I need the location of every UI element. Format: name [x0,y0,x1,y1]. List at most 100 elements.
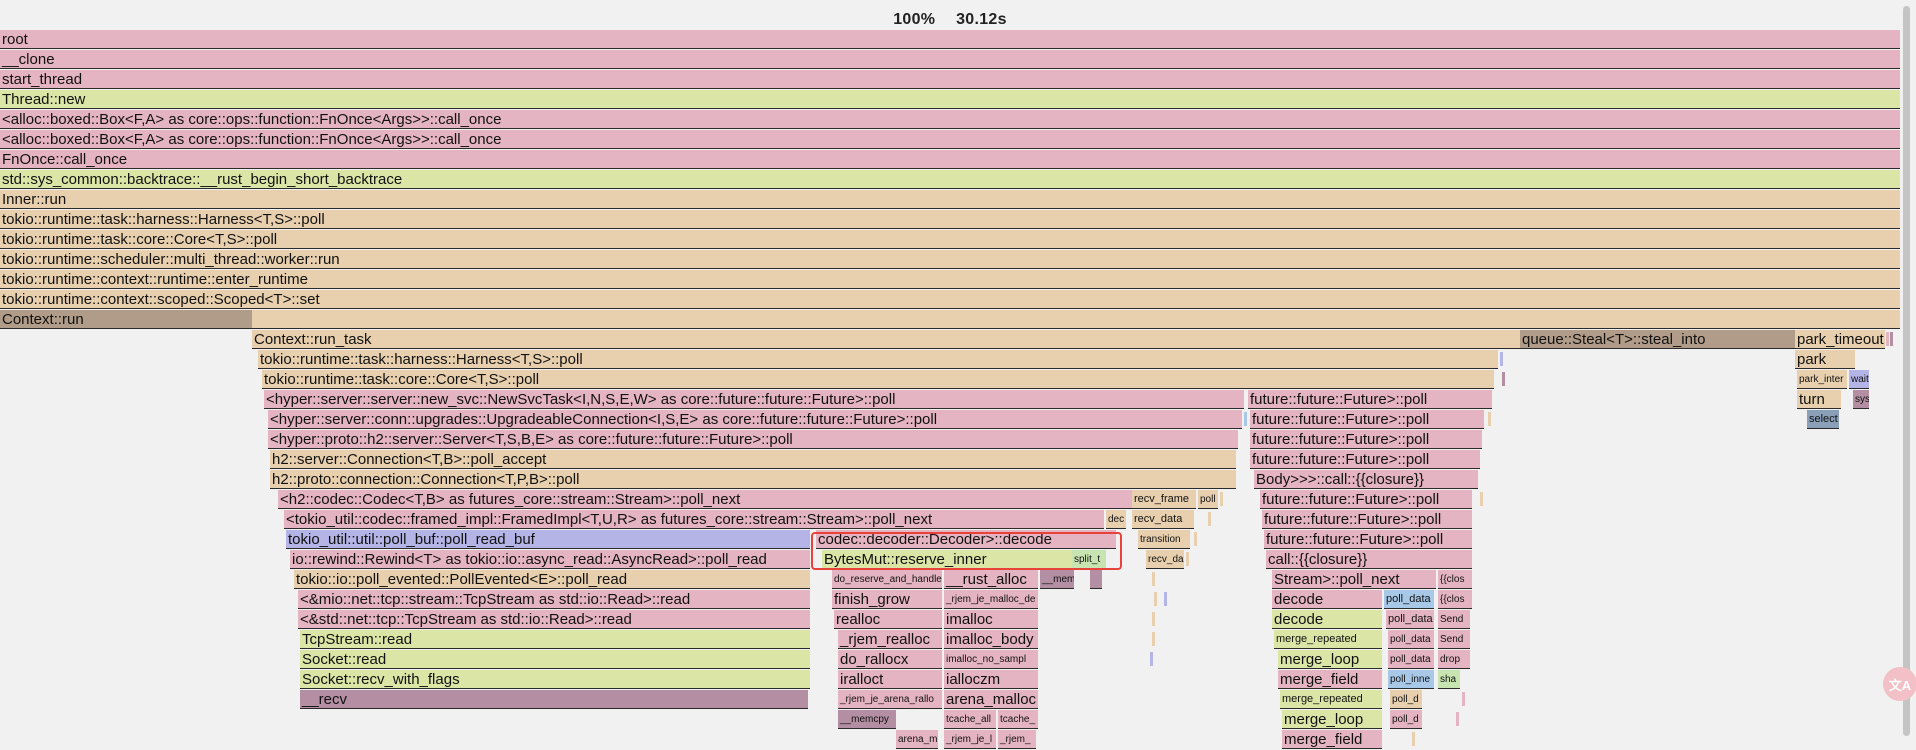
flame-frame[interactable]: tokio::runtime::task::harness::Harness<T… [258,350,1498,369]
flame-frame[interactable]: future::future::Future>::poll [1264,530,1472,549]
flame-frame[interactable]: do_rallocx [838,650,942,669]
flame-frame[interactable]: poll_data [1384,590,1434,609]
flame-frame[interactable]: <&std::net::tcp::TcpStream as std::io::R… [298,610,810,629]
flame-frame[interactable]: poll_data [1386,610,1434,629]
flame-frame[interactable]: future::future::Future>::poll [1262,510,1472,529]
flame-frame[interactable]: arena_malloc [944,690,1038,709]
flame-frame[interactable]: tokio::io::poll_evented::PollEvented<E>:… [294,570,810,589]
flame-frame[interactable]: start_thread [0,70,1900,89]
flame-frame[interactable]: realloc [834,610,942,629]
flame-frame[interactable]: sha [1438,670,1460,689]
flame-frame[interactable]: h2::proto::connection::Connection<T,P,B>… [270,470,1236,489]
flame-frame-sliver[interactable] [1412,732,1415,746]
flame-frame[interactable]: poll_data [1388,630,1434,649]
flame-frame[interactable]: <hyper::proto::h2::server::Server<T,S,B,… [268,430,1238,449]
flame-frame[interactable]: tokio::runtime::task::core::Core<T,S>::p… [262,370,1494,389]
flame-frame[interactable]: tokio::runtime::task::harness::Harness<T… [0,210,1900,229]
flame-frame[interactable]: imalloc_body [944,630,1038,649]
scrollbar-thumb[interactable] [1903,6,1910,736]
flame-frame[interactable]: future::future::Future>::poll [1250,410,1484,429]
flame-frame-sliver[interactable] [1488,412,1491,426]
flame-frame[interactable]: <&mio::net::tcp::stream::TcpStream as st… [298,590,810,609]
flame-frame[interactable]: poll_inne [1388,670,1434,689]
flame-frame[interactable]: dec [1106,510,1126,529]
flame-frame-sliver[interactable] [1890,332,1893,346]
flame-frame[interactable]: Send [1438,630,1470,649]
flame-frame[interactable]: future::future::Future>::poll [1250,450,1480,469]
flame-frame[interactable]: {{clos [1438,570,1472,589]
flame-frame-sliver[interactable] [1208,512,1211,526]
flame-frame[interactable]: merge_field [1282,730,1382,749]
flame-frame[interactable]: __rust_alloc [944,570,1038,589]
flame-frame-sliver[interactable] [1152,572,1155,586]
flame-frame[interactable]: Body>>>::call::{{closure}} [1254,470,1478,489]
flame-frame[interactable]: <alloc::boxed::Box<F,A> as core::ops::fu… [0,130,1900,149]
flame-frame[interactable]: __recv [300,690,808,709]
flame-frame[interactable]: Context::run [0,310,252,329]
flame-frame[interactable]: future::future::Future>::poll [1250,430,1482,449]
flame-frame[interactable]: tcache_all [944,710,996,729]
flame-frame[interactable]: Thread::new [0,90,1900,109]
flame-frame[interactable]: future::future::Future>::poll [1248,390,1492,409]
flame-frame-sliver[interactable] [1194,532,1197,546]
flame-frame[interactable]: io::rewind::Rewind<T> as tokio::io::asyn… [290,550,810,569]
flame-frame[interactable]: transition [1138,530,1190,549]
flame-frame[interactable]: h2::server::Connection<T,B>::poll_accept [270,450,1236,469]
flame-frame[interactable]: recv_frame [1132,490,1196,509]
flame-frame[interactable]: <hyper::server::conn::upgrades::Upgradea… [268,410,1242,429]
flame-frame[interactable]: merge_loop [1282,710,1382,729]
flame-frame[interactable]: __clone [0,50,1900,69]
flame-frame[interactable]: park_inter [1797,370,1847,389]
flame-frame[interactable]: queue::Steal<T>::steal_into [1520,330,1795,349]
flame-frame-sliver[interactable] [1462,692,1465,706]
flame-frame[interactable]: Socket::recv_with_flags [300,670,810,689]
flame-frame-sliver[interactable] [1152,632,1155,646]
flame-frame[interactable] [1090,570,1102,589]
flame-frame[interactable]: TcpStream::read [300,630,810,649]
flame-frame[interactable]: root [0,30,1900,49]
flame-frame-sliver[interactable] [1500,352,1503,366]
flame-frame[interactable]: drop [1438,650,1470,669]
flame-frame-sliver[interactable] [1456,712,1459,726]
flame-frame[interactable]: park_timeout [1795,330,1885,349]
flame-frame[interactable]: iralloct [838,670,942,689]
flame-frame[interactable]: <h2::codec::Codec<T,B> as futures_core::… [278,490,1132,509]
flame-frame[interactable]: merge_loop [1278,650,1382,669]
flame-frame-sliver[interactable] [1150,652,1153,666]
flame-frame[interactable]: Socket::read [300,650,810,669]
flame-frame[interactable]: future::future::Future>::poll [1260,490,1472,509]
flame-frame[interactable]: __mem [1040,570,1074,589]
flame-frame-sliver[interactable] [1886,332,1889,346]
flame-frame-sliver[interactable] [1220,492,1223,506]
flame-frame[interactable]: merge_repeated [1280,690,1382,709]
flame-frame[interactable]: poll_d [1390,710,1422,729]
flame-frame-sliver[interactable] [1154,592,1157,606]
flame-frame[interactable]: {{clos [1438,590,1472,609]
flame-frame[interactable]: tokio_util::util::poll_buf::poll_read_bu… [286,530,810,549]
flame-frame-sliver[interactable] [1480,492,1483,506]
flame-frame[interactable]: poll [1198,490,1218,509]
flame-frame[interactable]: finish_grow [832,590,942,609]
flame-frame[interactable]: imalloc [944,610,1038,629]
flame-frame[interactable]: arena_m [896,730,938,749]
flame-frame[interactable]: tokio::runtime::context::scoped::Scoped<… [0,290,1900,309]
flame-frame[interactable]: _rjem_realloc [838,630,942,649]
flame-frame[interactable]: wait [1849,370,1869,389]
flame-frame[interactable]: codec::decoder::Decoder>::decode [816,530,1116,549]
flame-frame[interactable]: do_reserve_and_handle [832,570,942,589]
flame-frame[interactable]: <alloc::boxed::Box<F,A> as core::ops::fu… [0,110,1900,129]
flame-frame[interactable]: recv_data [1132,510,1194,529]
flame-frame[interactable]: tokio::runtime::scheduler::multi_thread:… [0,250,1900,269]
flame-frame[interactable]: recv_da [1146,550,1184,569]
flame-frame[interactable]: std::sys_common::backtrace::__rust_begin… [0,170,1900,189]
flame-frame[interactable]: __memcpy [838,710,896,729]
vertical-scrollbar[interactable] [1901,0,1914,750]
flame-frame[interactable]: poll_d [1390,690,1422,709]
flame-frame[interactable]: tokio::runtime::task::core::Core<T,S>::p… [0,230,1900,249]
flame-frame[interactable]: _rjem_je_malloc_de [944,590,1038,609]
flame-frame[interactable]: _rjem_je_l [944,730,996,749]
flame-frame[interactable]: Send [1438,610,1470,629]
flame-frame[interactable]: tcache_ [998,710,1038,729]
flame-frame[interactable]: merge_field [1278,670,1382,689]
flame-frame[interactable]: sys [1853,390,1869,409]
